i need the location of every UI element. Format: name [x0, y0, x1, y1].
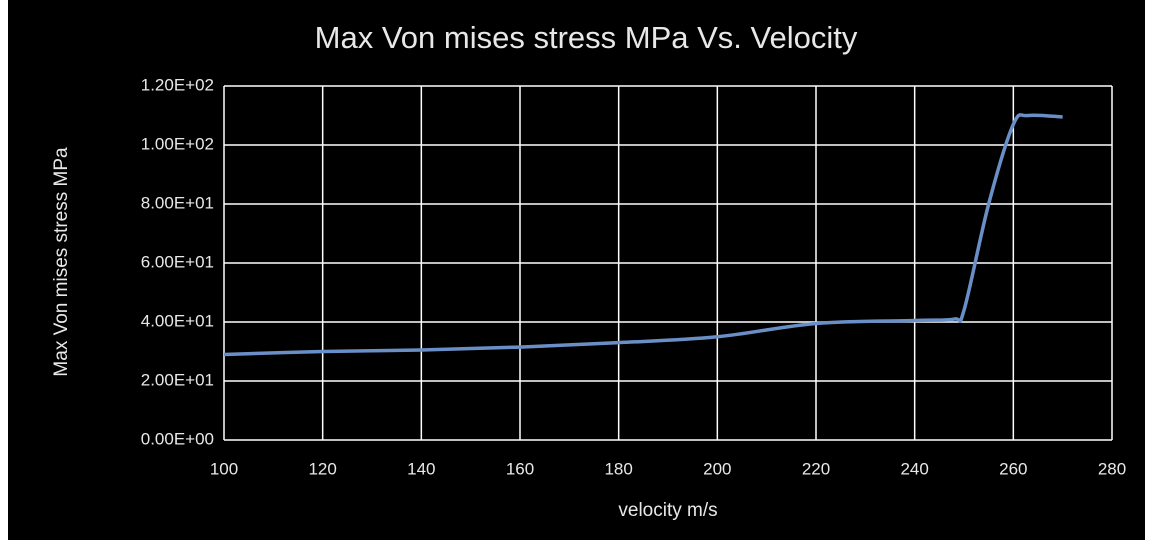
x-axis-label: velocity m/s	[618, 500, 717, 521]
chart-title: Max Von mises stress MPa Vs. Velocity	[315, 20, 858, 55]
x-tick-label: 160	[506, 459, 534, 478]
y-tick-label: 0.00E+00	[141, 429, 214, 448]
y-tick-label: 4.00E+01	[141, 311, 214, 330]
y-axis-label: Max Von mises stress MPa	[51, 147, 72, 377]
y-tick-label: 6.00E+01	[141, 252, 214, 271]
x-tick-label: 220	[802, 459, 830, 478]
x-tick-label: 280	[1098, 459, 1126, 478]
x-tick-label: 260	[999, 459, 1027, 478]
x-tick-label: 140	[407, 459, 435, 478]
y-tick-label: 1.20E+02	[141, 75, 214, 94]
y-tick-label: 8.00E+01	[141, 193, 214, 212]
y-tick-label: 2.00E+01	[141, 370, 214, 389]
x-tick-label: 180	[604, 459, 632, 478]
x-tick-label: 120	[308, 459, 336, 478]
data-line	[223, 113, 1063, 357]
x-tick-label: 200	[703, 459, 731, 478]
x-tick-label: 100	[210, 459, 238, 478]
y-tick-label: 1.00E+02	[141, 134, 214, 153]
background	[8, 0, 1145, 540]
x-tick-label: 240	[900, 459, 928, 478]
